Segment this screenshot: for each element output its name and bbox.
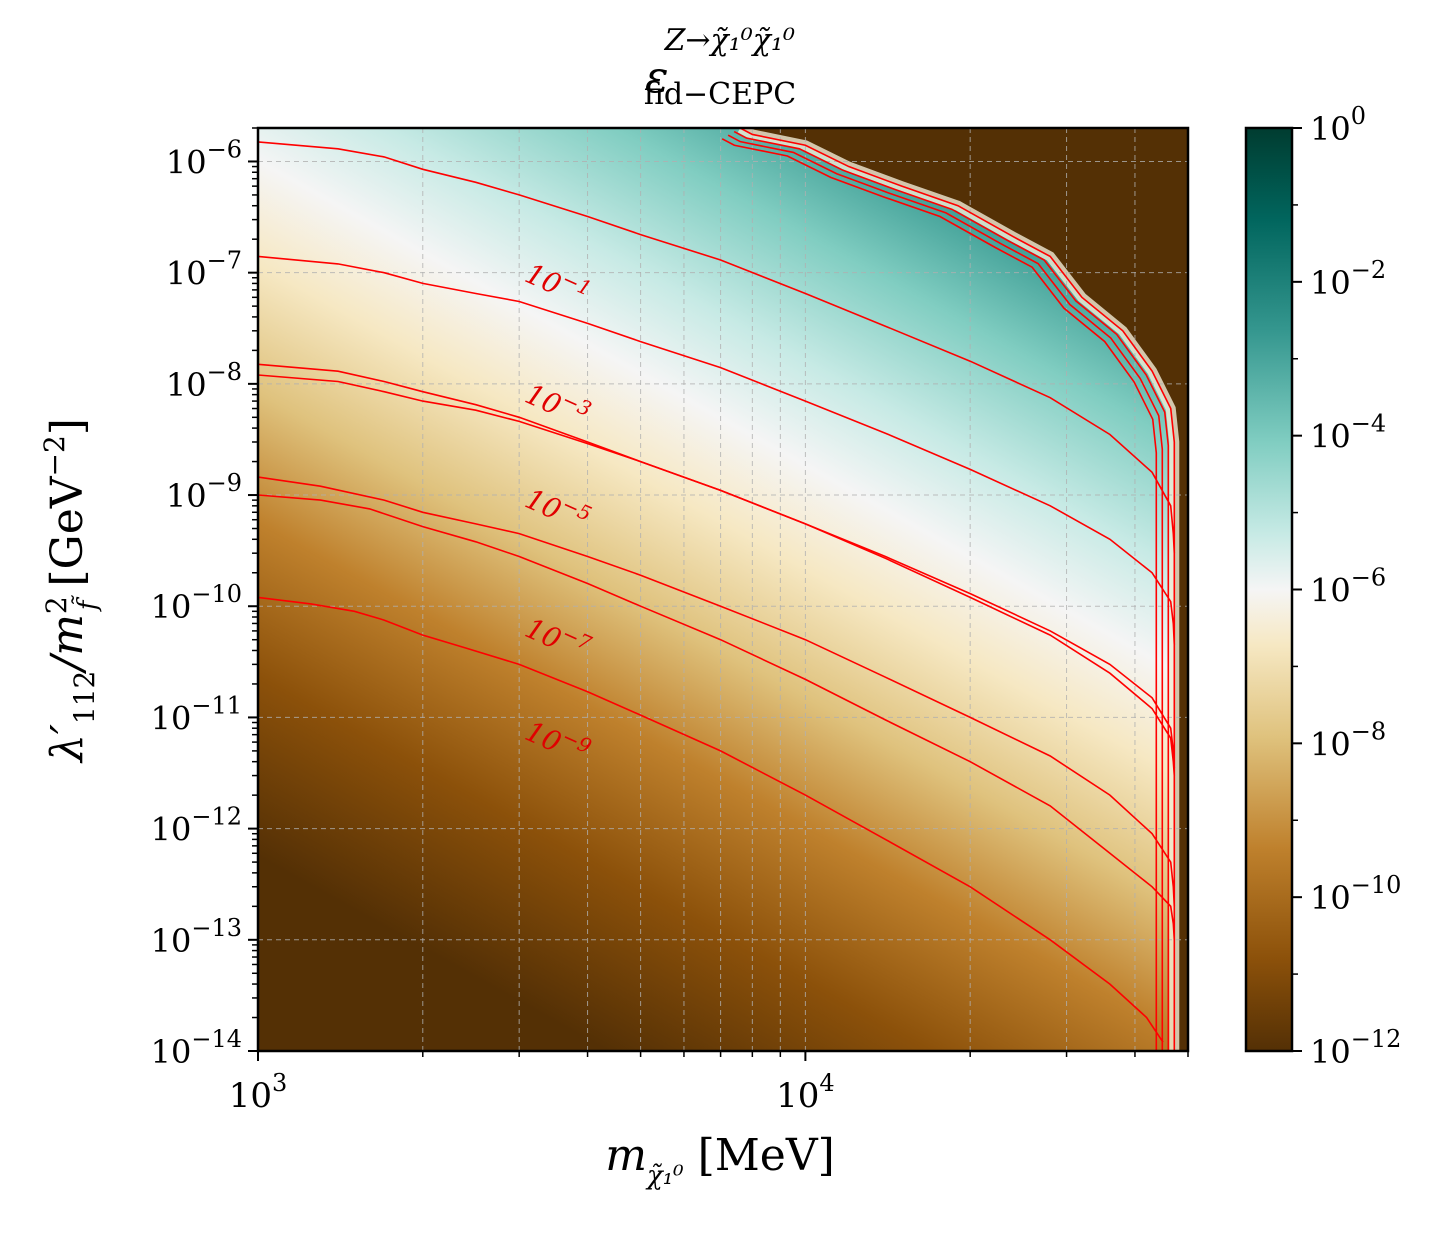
colorbar-tick-label: 10−6 bbox=[1310, 564, 1386, 610]
excluded-region bbox=[740, 128, 1188, 1051]
colorbar-ticks: 100 10−2 10−4 10−6 10−8 10−10 10−12 bbox=[1292, 102, 1401, 1071]
x-axis-label: mχ̃₁⁰ [MeV] bbox=[605, 1130, 835, 1191]
contour-line bbox=[258, 141, 1176, 554]
contour-line bbox=[258, 494, 1176, 940]
chart-title: εZ→χ̃₁⁰χ̃₁⁰ bbox=[645, 23, 795, 103]
boundary-contour bbox=[739, 128, 1176, 1051]
y-label-sub: 112 bbox=[68, 671, 101, 724]
colorbar-tick-label: 10−4 bbox=[1310, 410, 1386, 456]
y-axis-ticks: 10−6 10−7 10−8 10−9 10−10 10−11 10−12 10−13 10−1… bbox=[151, 127, 258, 1071]
heatmap-field bbox=[258, 128, 1188, 1051]
y-tick-label: 10−10 bbox=[151, 580, 242, 626]
boundary-contour bbox=[727, 134, 1164, 1051]
x-label-var: m bbox=[605, 1130, 647, 1181]
colorbar-tick-label: 10−12 bbox=[1310, 1025, 1401, 1071]
contour-line bbox=[258, 476, 1176, 907]
y-tick-label: 10−6 bbox=[166, 135, 242, 181]
y-tick-label: 10−7 bbox=[166, 247, 242, 293]
y-tick-label: 10−11 bbox=[151, 691, 242, 737]
y-label-sup: 2 bbox=[40, 596, 73, 614]
y-axis-label: λ′112/m2f̃ [GeV−2] bbox=[38, 418, 103, 764]
y-label-unit: [GeV bbox=[42, 475, 93, 586]
y-label-var: λ′ bbox=[42, 724, 93, 764]
colorbar-tick-label: 10−10 bbox=[1310, 871, 1401, 917]
contour-line bbox=[258, 596, 1164, 1043]
colorbar: 100 10−2 10−4 10−6 10−8 10−10 10−12 bbox=[1244, 102, 1401, 1071]
title-superscript: Z→χ̃₁⁰χ̃₁⁰ bbox=[664, 23, 795, 58]
title-main: ε bbox=[645, 52, 669, 103]
x-axis-ticks: 103 104 bbox=[229, 1051, 1189, 1116]
colorbar-gradient-bar bbox=[1244, 126, 1294, 1053]
y-tick-label: 10−13 bbox=[151, 914, 242, 960]
contour-line bbox=[258, 374, 1176, 769]
title-subscript: fid−CEPC bbox=[644, 77, 796, 112]
colorbar-tick-label: 10−2 bbox=[1310, 256, 1386, 302]
y-label-div: /m bbox=[42, 614, 93, 675]
x-label-sub: χ̃₁⁰ bbox=[645, 1161, 684, 1191]
y-tick-label: 10−14 bbox=[151, 1025, 242, 1071]
contour-line bbox=[258, 255, 1176, 645]
x-label-unit: [MeV] bbox=[698, 1130, 835, 1181]
colorbar-tick-label: 10−8 bbox=[1310, 717, 1386, 763]
colorbar-tick-label: 100 bbox=[1310, 102, 1366, 148]
y-tick-label: 10−9 bbox=[166, 469, 242, 515]
x-tick-label: 103 bbox=[229, 1069, 288, 1116]
y-label-unit-sup: −2 bbox=[38, 435, 71, 476]
plot-area: 10−110−310−510−710−9 103 104 10−610−710−8… bbox=[151, 126, 1190, 1116]
plot-frame bbox=[256, 126, 1190, 1053]
y-label-unit-close: ] bbox=[42, 418, 93, 435]
y-tick-label: 10−8 bbox=[166, 358, 242, 404]
boundary-contour bbox=[721, 138, 1158, 1051]
boundary-contour bbox=[733, 130, 1170, 1051]
y-tick-label: 10−12 bbox=[151, 803, 242, 849]
contours bbox=[258, 128, 1176, 1051]
y-label-subf: f̃ bbox=[71, 594, 103, 612]
x-tick-label: 104 bbox=[776, 1069, 835, 1116]
grid bbox=[258, 128, 1188, 1051]
